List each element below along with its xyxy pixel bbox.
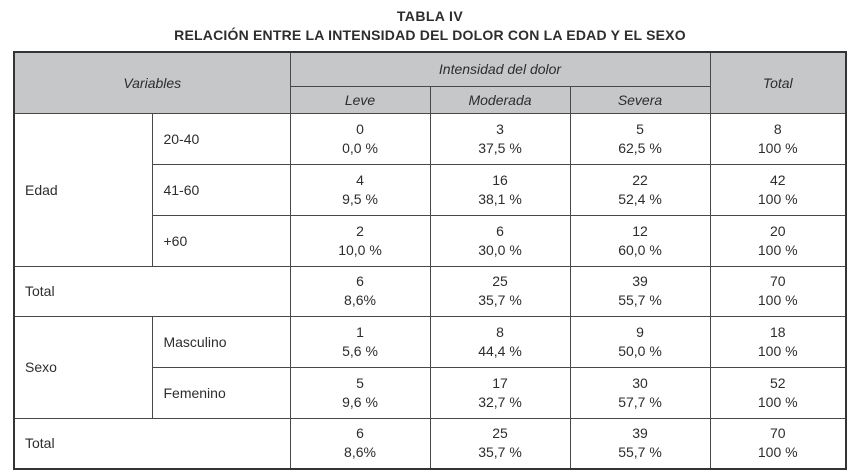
- total-label: Total: [13, 417, 291, 470]
- header-cell-total: Total: [709, 51, 847, 114]
- table-caption: TABLA IV RELACIÓN ENTRE LA INTENSIDAD DE…: [0, 0, 860, 44]
- table-row-total-edad: Total 6 8,6% 25 35,7 % 39 55,7 % 70 100 …: [13, 265, 847, 317]
- data-cell-total: 42 100 %: [709, 163, 847, 216]
- header-row-sub: Leve Moderada Severa: [14, 85, 846, 114]
- group-label-sexo: Sexo: [13, 315, 154, 419]
- total-cell-moderada: 25 35,7 %: [429, 417, 571, 470]
- data-cell-leve: 5 9,6 %: [289, 366, 431, 419]
- header-cell-variables: Variables: [13, 51, 291, 114]
- total-cell-leve: 6 8,6%: [289, 417, 431, 470]
- total-cell-total: 70 100 %: [709, 265, 847, 317]
- header-cell-leve: Leve: [289, 85, 431, 114]
- header-cell-moderada: Moderada: [429, 85, 571, 114]
- data-cell-severa: 9 50,0 %: [569, 315, 711, 368]
- table-row-sexo-masculino: Sexo Masculino 1 5,6 % 8 44,4 % 9 50,0 %…: [13, 315, 847, 419]
- data-cell-moderada: 16 38,1 %: [429, 163, 571, 216]
- total-label: Total: [13, 265, 291, 317]
- data-cell-total: 20 100 %: [709, 214, 847, 267]
- table-title: TABLA IV: [396, 8, 464, 24]
- data-cell-moderada: 3 37,5 %: [429, 112, 571, 165]
- data-cell-leve: 0 0,0 %: [289, 112, 431, 165]
- category-cell: +60: [152, 214, 291, 267]
- data-cell-leve: 1 5,6 %: [289, 315, 431, 368]
- table-row-sexo-femenino: Femenino 5 9,6 % 17 32,7 % 30 57,7 % 52 …: [14, 366, 847, 419]
- category-cell: 41-60: [152, 163, 291, 216]
- table-subtitle: RELACIÓN ENTRE LA INTENSIDAD DEL DOLOR C…: [174, 26, 686, 43]
- header-row-top: Variables Intensidad del dolor Total: [13, 51, 847, 114]
- data-cell-severa: 22 52,4 %: [569, 163, 711, 216]
- data-cell-moderada: 17 32,7 %: [429, 366, 571, 419]
- data-cell-total: 52 100 %: [709, 366, 847, 419]
- table-row-edad-20-40: Edad 20-40 0 0,0 % 3 37,5 % 5 62,5 % 8 1…: [13, 112, 847, 267]
- header-cell-intensity: Intensidad del dolor: [289, 51, 711, 87]
- group-label-edad: Edad: [13, 112, 154, 267]
- category-cell: Femenino: [152, 366, 291, 419]
- data-cell-moderada: 8 44,4 %: [429, 315, 571, 368]
- category-cell: 20-40: [152, 112, 291, 165]
- total-cell-leve: 6 8,6%: [289, 265, 431, 317]
- total-cell-severa: 39 55,7 %: [569, 417, 711, 470]
- data-cell-severa: 30 57,7 %: [569, 366, 711, 419]
- category-cell: Masculino: [152, 315, 291, 368]
- table-row-total-sexo: Total 6 8,6% 25 35,7 % 39 55,7 % 70 100 …: [13, 417, 847, 470]
- data-cell-severa: 12 60,0 %: [569, 214, 711, 267]
- total-cell-total: 70 100 %: [709, 417, 847, 470]
- data-cell-total: 18 100 %: [709, 315, 847, 368]
- total-cell-moderada: 25 35,7 %: [429, 265, 571, 317]
- table-row-edad-41-60: 41-60 4 9,5 % 16 38,1 % 22 52,4 % 42 100…: [14, 163, 847, 216]
- total-cell-severa: 39 55,7 %: [569, 265, 711, 317]
- data-table: Variables Intensidad del dolor Total Lev…: [12, 50, 847, 470]
- data-cell-moderada: 6 30,0 %: [429, 214, 571, 267]
- header-cell-severa: Severa: [569, 85, 711, 114]
- data-cell-leve: 2 10,0 %: [289, 214, 431, 267]
- data-cell-leve: 4 9,5 %: [289, 163, 431, 216]
- data-cell-total: 8 100 %: [709, 112, 847, 165]
- data-cell-severa: 5 62,5 %: [569, 112, 711, 165]
